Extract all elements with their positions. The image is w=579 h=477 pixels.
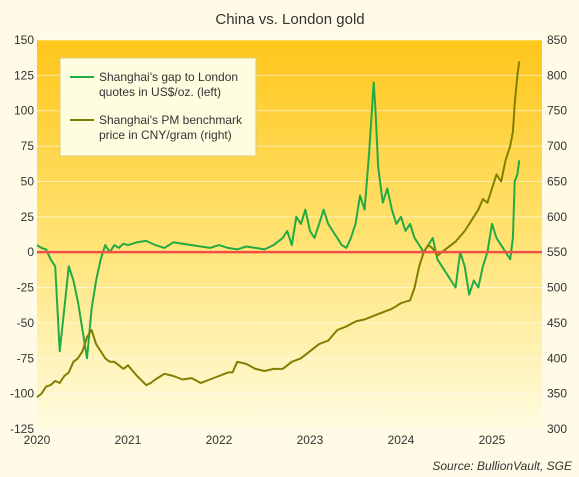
left-axis-tick-label: -25 bbox=[17, 281, 35, 295]
right-axis-tick-label: 550 bbox=[547, 245, 567, 259]
right-axis-tick-label: 300 bbox=[547, 422, 567, 436]
left-axis-tick-label: -125 bbox=[10, 422, 34, 436]
legend-label-benchmark: Shanghai's PM benchmark price in CNY/gra… bbox=[99, 113, 245, 142]
right-axis-tick-label: 750 bbox=[547, 104, 567, 118]
right-axis-tick-label: 350 bbox=[547, 387, 567, 401]
left-axis-tick-label: 25 bbox=[21, 210, 35, 224]
right-axis-tick-label: 500 bbox=[547, 281, 567, 295]
gridlines bbox=[37, 39, 542, 430]
right-axis-tick-label: 400 bbox=[547, 351, 567, 365]
left-axis-tick-label: -75 bbox=[17, 351, 35, 365]
x-axis-tick-label: 2021 bbox=[115, 433, 142, 447]
legend-label-gap-line2: quotes in US$/oz. (left) bbox=[99, 85, 221, 99]
left-axis-tick-label: 50 bbox=[21, 174, 35, 188]
source-note: Source: BullionVault, SGE bbox=[432, 459, 573, 473]
left-axis-tick-label: -50 bbox=[17, 316, 35, 330]
right-axis-tick-label: 450 bbox=[547, 316, 567, 330]
legend-box bbox=[59, 57, 257, 157]
legend-label-gap-line1: Shanghai's gap to London bbox=[99, 70, 238, 84]
left-axis-tick-label: -100 bbox=[10, 387, 34, 401]
x-axis-tick-label: 2020 bbox=[24, 433, 51, 447]
axis-ticks: 150 125 100 75 50 25 0 -25 -50 -75 -100 -125 850 800 7… bbox=[10, 33, 567, 447]
right-axis-tick-label: 700 bbox=[547, 139, 567, 153]
left-axis-tick-label: 150 bbox=[14, 33, 34, 47]
left-axis-tick-label: 100 bbox=[14, 104, 34, 118]
x-axis-tick-label: 2024 bbox=[388, 433, 415, 447]
x-axis-tick-label: 2025 bbox=[479, 433, 506, 447]
right-axis-tick-label: 800 bbox=[547, 68, 567, 82]
x-axis-tick-label: 2022 bbox=[206, 433, 233, 447]
series-line-gap bbox=[36, 81, 521, 360]
legend-label-benchmark-line2: price in CNY/gram (right) bbox=[99, 128, 232, 142]
legend: Shanghai's gap to London quotes in US$/o… bbox=[59, 57, 257, 157]
right-axis-tick-label: 850 bbox=[547, 33, 567, 47]
right-axis-tick-label: 650 bbox=[547, 174, 567, 188]
right-axis-tick-label: 600 bbox=[547, 210, 567, 224]
series-lines bbox=[36, 61, 542, 398]
left-axis-tick-label: 0 bbox=[27, 245, 34, 259]
legend-label-gap: Shanghai's gap to London quotes in US$/o… bbox=[99, 70, 241, 99]
x-axis-tick-label: 2023 bbox=[297, 433, 324, 447]
left-axis-tick-label: 75 bbox=[21, 139, 35, 153]
series-line-benchmark bbox=[36, 61, 521, 398]
legend-label-benchmark-line1: Shanghai's PM benchmark bbox=[99, 113, 243, 127]
chart-title: China vs. London gold bbox=[215, 11, 364, 28]
left-axis-tick-label: 125 bbox=[14, 68, 34, 82]
